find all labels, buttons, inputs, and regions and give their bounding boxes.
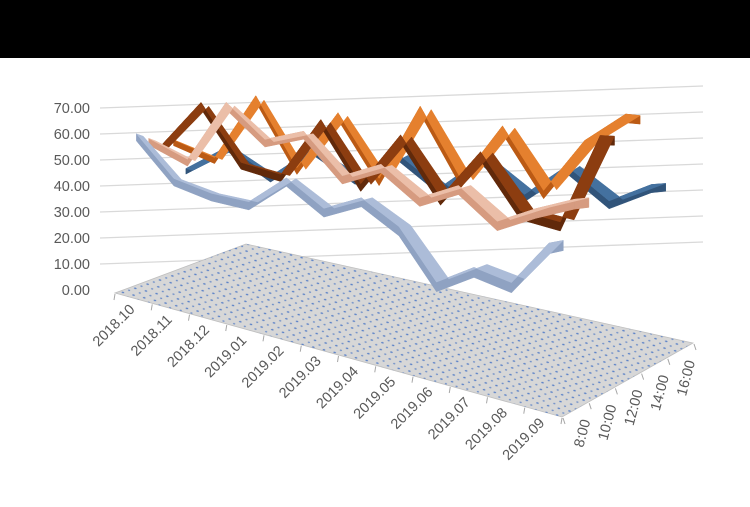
ribbon-top-face: [160, 101, 615, 223]
category-tick: [523, 407, 526, 414]
depth-axis-label: 14:00: [648, 373, 673, 412]
ribbon-series-8-00: [135, 133, 565, 294]
category-axis-label: 2019.09: [500, 415, 548, 463]
depth-tick: [667, 358, 671, 365]
category-tick: [337, 355, 339, 363]
category-tick: [299, 345, 302, 352]
ribbon-series-10-00: [148, 101, 590, 231]
category-axis-label: 2018.11: [128, 312, 176, 360]
depth-axis-label: 12:00: [622, 388, 647, 427]
value-axis-label: 10.00: [54, 257, 90, 273]
value-axis-labels: 0.00 10.00 20.00 30.00 40.00 50.00 60.00 70.00: [54, 101, 90, 299]
category-tick: [188, 314, 190, 321]
floor-dots: [115, 244, 693, 417]
category-axis-label: 2019.04: [314, 364, 362, 412]
category-axis-ticks: [113, 293, 563, 425]
depth-tick: [562, 417, 566, 425]
category-tick: [411, 376, 414, 383]
category-axis-label: 2018.12: [165, 322, 213, 370]
value-axis-label: 20.00: [54, 231, 90, 247]
ribbon-top-face: [148, 101, 589, 222]
depth-axis-ticks: [562, 343, 697, 425]
depth-tick: [641, 373, 645, 380]
gridline: [99, 241, 704, 265]
gridline: [99, 85, 704, 109]
category-axis-label: 2019.02: [239, 343, 287, 391]
depth-axis-label: 16:00: [674, 359, 699, 398]
category-tick: [113, 293, 116, 301]
top-black-band: [0, 0, 750, 58]
ribbon-top-face: [135, 133, 565, 283]
depth-axis-label: 10:00: [596, 403, 621, 442]
category-axis-label: 2019.08: [463, 405, 511, 453]
category-tick: [225, 324, 228, 332]
category-axis-label: 2019.05: [351, 374, 399, 422]
category-axis-label: 2018.10: [90, 302, 138, 350]
category-axis-label: 2019.01: [202, 333, 250, 381]
value-axis-label: 70.00: [54, 101, 90, 117]
depth-axis-label: 8:00: [572, 418, 595, 449]
category-axis-label: 2019.03: [276, 353, 324, 401]
value-axis-label: 40.00: [54, 179, 90, 195]
category-tick: [560, 417, 563, 425]
category-tick: [150, 304, 153, 311]
depth-tick: [693, 343, 697, 351]
category-axis-label: 2019.06: [388, 384, 436, 432]
value-axis-label: 60.00: [54, 127, 90, 143]
category-axis-label: 2019.07: [425, 395, 473, 443]
value-axis-label: 30.00: [54, 205, 90, 221]
value-axis-label: 0.00: [62, 283, 90, 299]
category-tick: [262, 335, 265, 342]
depth-tick: [588, 403, 592, 410]
depth-tick: [614, 388, 618, 395]
value-axis-label: 50.00: [54, 153, 90, 169]
category-tick: [448, 386, 451, 394]
gridline: [99, 111, 704, 135]
category-tick: [374, 366, 377, 373]
chart-floor: [113, 243, 695, 418]
ribbon-series-group: [135, 95, 666, 294]
category-tick: [486, 397, 488, 404]
